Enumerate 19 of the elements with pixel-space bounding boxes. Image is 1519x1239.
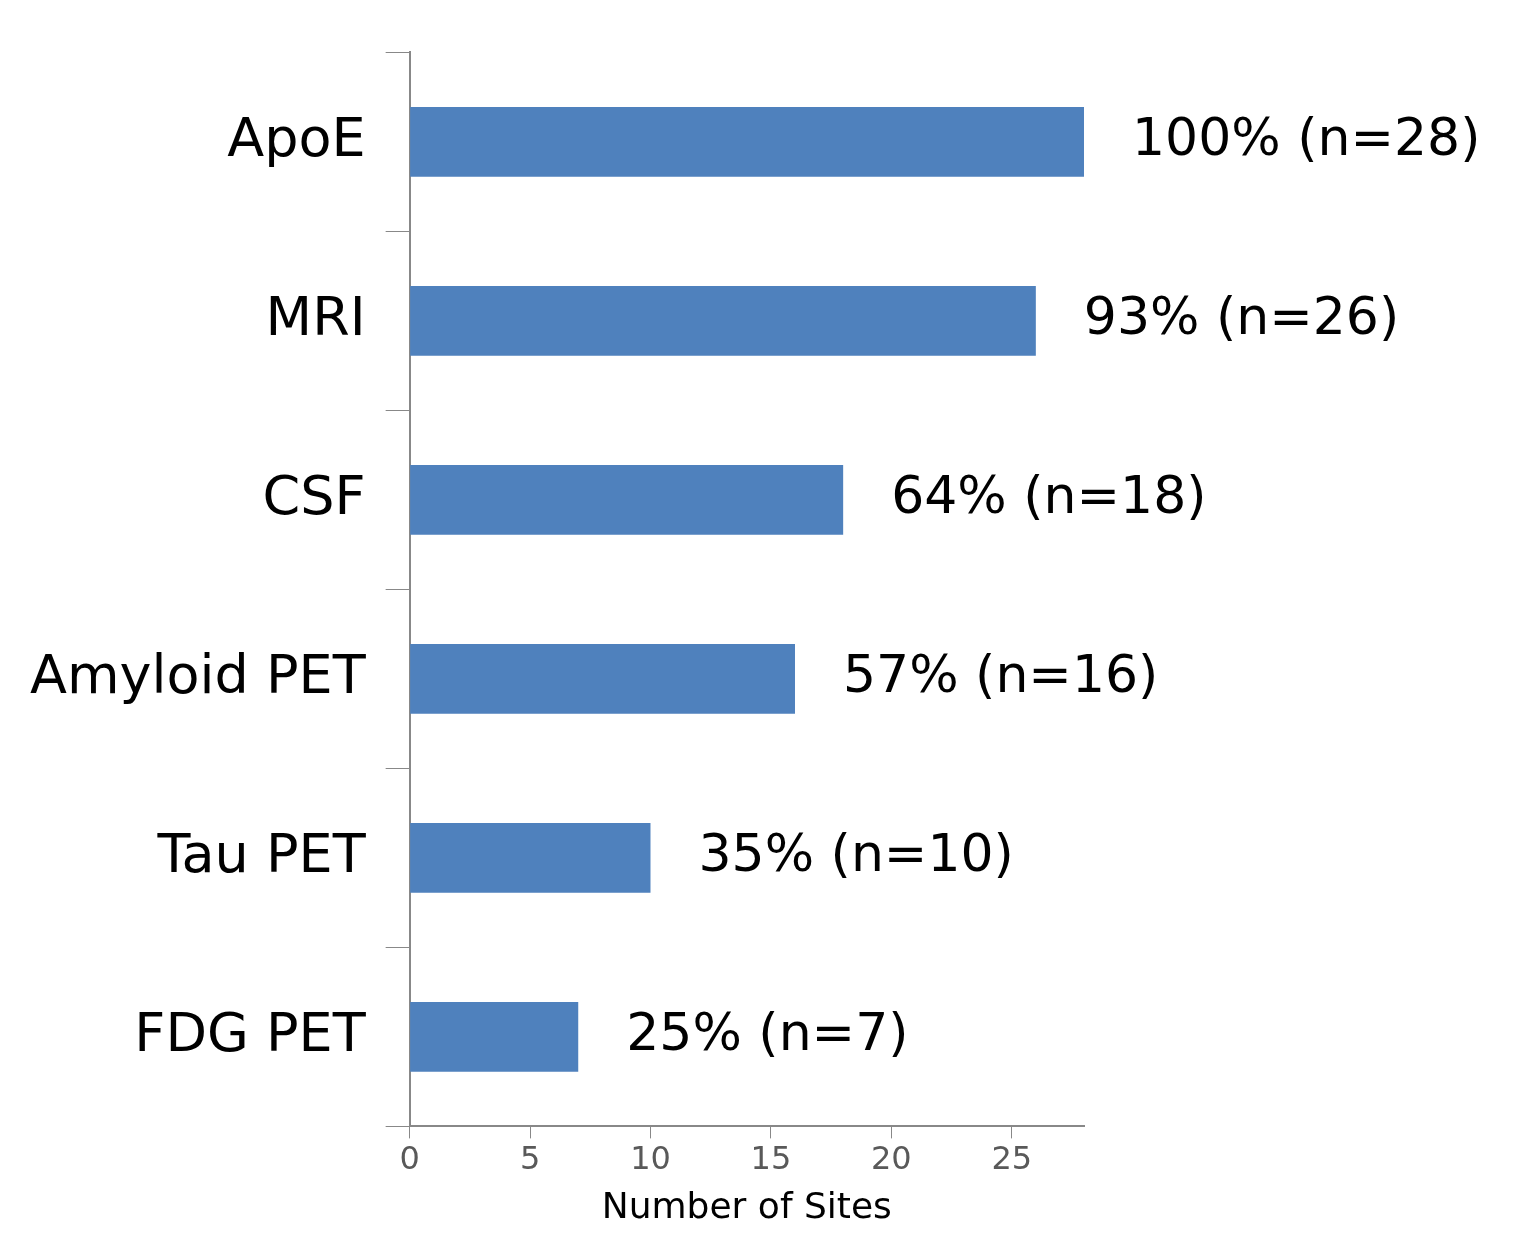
y-tick-label: Amyloid PET <box>30 642 367 706</box>
data-label: 64% (n=18) <box>891 465 1207 526</box>
x-tick-label: 10 <box>630 1138 671 1177</box>
x-tick-label: 15 <box>750 1138 792 1177</box>
x-tick-label: 25 <box>991 1138 1033 1177</box>
y-tick-label: FDG PET <box>134 1000 367 1064</box>
data-label: 25% (n=7) <box>626 1002 909 1063</box>
data-label: 35% (n=10) <box>698 823 1014 884</box>
y-tick-label: ApoE <box>227 105 366 169</box>
y-tick-label: CSF <box>262 463 366 527</box>
x-tick-label: 0 <box>399 1138 420 1177</box>
x-tick-label: 5 <box>519 1138 541 1177</box>
data-label: 93% (n=26) <box>1083 286 1400 347</box>
data-label: 57% (n=16) <box>842 644 1159 705</box>
y-tick-label: Tau PET <box>156 821 367 885</box>
data-label: 100% (n=28) <box>1132 107 1481 168</box>
y-tick-label: MRI <box>265 284 366 348</box>
x-axis-title: Number of Sites <box>601 1184 892 1226</box>
x-tick-label: 20 <box>870 1138 912 1177</box>
